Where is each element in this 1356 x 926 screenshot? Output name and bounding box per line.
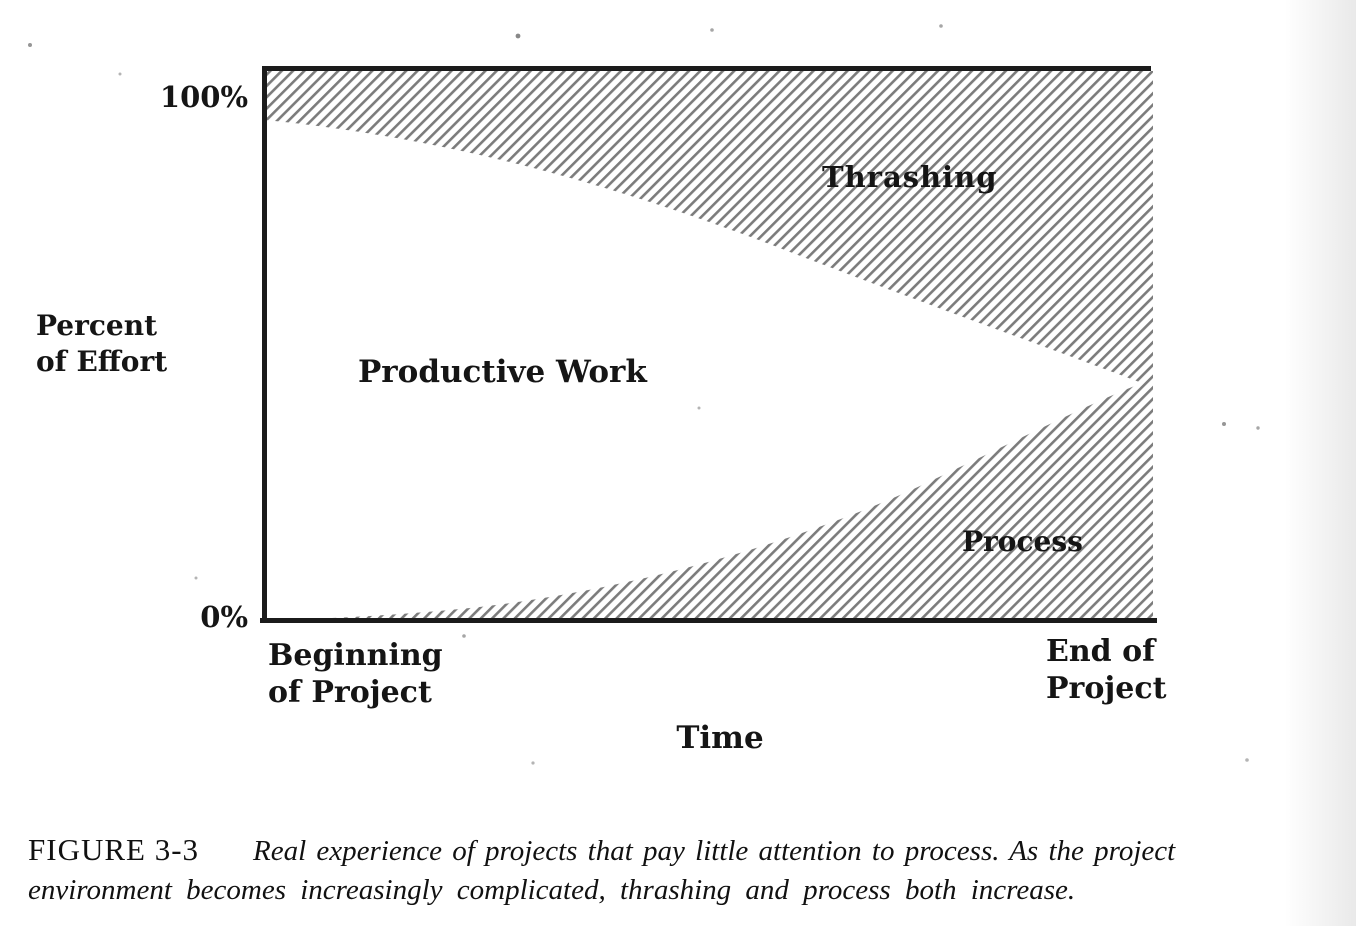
x-axis-start-label: Beginning of Project	[268, 637, 443, 711]
y-axis-title: Percent of Effort	[36, 308, 167, 380]
caption-figure-number: FIGURE 3-3	[28, 832, 200, 867]
productive-work-region-shape	[265, 120, 1142, 620]
region-label-thrashing: Thrashing	[822, 160, 998, 194]
x-axis-line	[260, 618, 1157, 623]
caption-text-line1: Real experience of projects that pay lit…	[253, 835, 1176, 867]
x-axis-start-line1: Beginning	[268, 638, 443, 673]
x-axis-end-line2: Project	[1046, 671, 1167, 706]
y-axis-min-label: 0%	[200, 600, 248, 634]
scan-noise-specks	[28, 24, 1260, 765]
x-axis-end-label: End of Project	[1046, 633, 1166, 707]
plot-top-border	[262, 66, 1151, 71]
y-axis-max-label: 100%	[159, 80, 248, 114]
caption-line1: FIGURE 3-3 Real experience of projects th…	[28, 830, 1175, 871]
region-label-productive-work: Productive Work	[358, 354, 647, 390]
figure-caption: FIGURE 3-3 Real experience of projects th…	[28, 830, 1175, 910]
y-axis-title-line2: of Effort	[36, 345, 168, 378]
y-axis-title-line1: Percent	[36, 309, 158, 342]
x-axis-title: Time	[676, 720, 764, 756]
region-label-process: Process	[962, 525, 1083, 558]
caption-line2: environment becomes increasingly complic…	[28, 874, 1076, 906]
x-axis-end-line1: End of	[1046, 634, 1156, 669]
y-axis-line	[262, 66, 267, 623]
x-axis-start-line2: of Project	[268, 675, 432, 710]
